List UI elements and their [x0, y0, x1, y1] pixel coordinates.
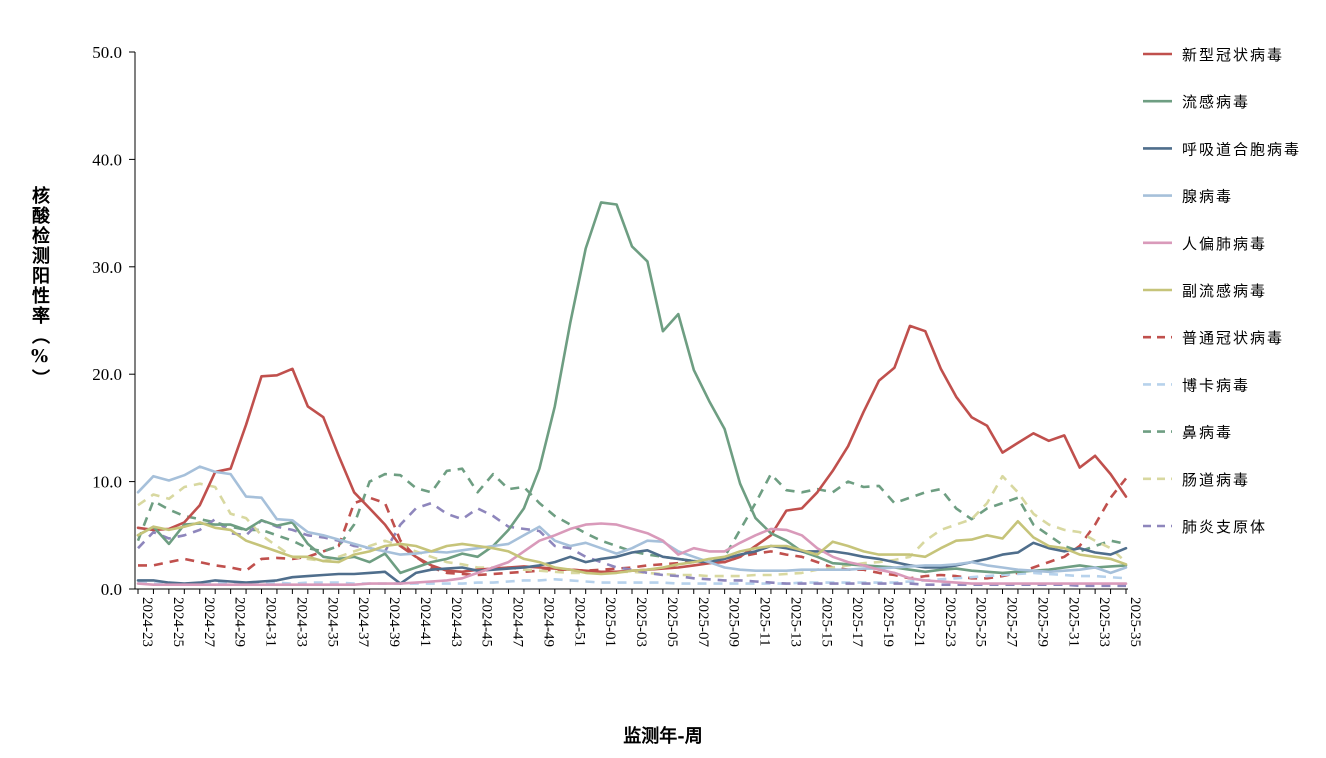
series-line	[136, 201, 1128, 575]
legend-item: 流感病毒	[1143, 93, 1250, 111]
x-tick-label: 2025-23	[942, 597, 958, 647]
x-tick-label: 2025-07	[695, 597, 711, 647]
y-axis: 0.0 10.0 20.0 30.0 40.0 50.0	[92, 43, 136, 599]
x-tick-label: 2025-33	[1096, 597, 1112, 647]
y-tick-label: 0.0	[101, 580, 122, 599]
y-tick-label: 50.0	[92, 43, 122, 62]
x-tick-label: 2024-23	[139, 597, 155, 647]
legend: 新型冠状病毒流感病毒呼吸道合胞病毒腺病毒人偏肺病毒副流感病毒普通冠状病毒博卡病毒…	[1143, 46, 1301, 536]
x-tick-label: 2025-05	[664, 597, 680, 647]
y-tick-label: 10.0	[92, 473, 122, 492]
x-tick-label: 2024-37	[355, 597, 371, 647]
legend-item: 人偏肺病毒	[1143, 235, 1267, 253]
legend-item: 肠道病毒	[1143, 471, 1250, 489]
x-tick-label: 2025-21	[911, 597, 927, 647]
series-line	[136, 519, 1128, 576]
x-tick-label: 2025-03	[633, 597, 649, 647]
x-tick-label: 2025-27	[1004, 597, 1020, 647]
legend-label: 流感病毒	[1182, 93, 1250, 111]
x-tick-label: 2025-29	[1034, 597, 1050, 647]
y-axis-title: 核酸检测阳性率（%）	[29, 186, 50, 389]
legend-item: 博卡病毒	[1143, 376, 1250, 394]
legend-item: 普通冠状病毒	[1143, 329, 1284, 347]
x-tick-label: 2024-35	[324, 597, 340, 647]
x-axis: 2024-23 2024-25 2024-27 2024-29 2024-31 2024-…	[135, 588, 1143, 647]
x-tick-label: 2025-35	[1127, 597, 1143, 647]
legend-label: 肠道病毒	[1182, 471, 1250, 489]
series-line	[136, 324, 1128, 574]
x-axis-title: 监测年-周	[623, 725, 702, 747]
x-tick-label: 2025-17	[849, 597, 865, 647]
x-tick-label: 2025-13	[787, 597, 803, 647]
series-line	[137, 571, 1127, 585]
legend-label: 副流感病毒	[1182, 282, 1267, 300]
legend-item: 新型冠状病毒	[1143, 46, 1284, 64]
legend-item: 副流感病毒	[1143, 282, 1267, 300]
x-tick-label: 2024-41	[417, 597, 433, 647]
series-line	[136, 465, 1128, 575]
legend-item: 呼吸道合胞病毒	[1143, 140, 1301, 158]
legend-label: 呼吸道合胞病毒	[1182, 140, 1301, 158]
x-tick-label: 2025-15	[818, 597, 834, 647]
x-tick-label: 2024-43	[448, 597, 464, 647]
legend-item: 肺炎支原体	[1143, 518, 1267, 536]
x-tick-label: 2024-25	[170, 597, 186, 647]
x-tick-label: 2025-01	[602, 597, 618, 647]
legend-label: 普通冠状病毒	[1182, 329, 1284, 347]
x-tick-label: 2024-49	[540, 597, 556, 647]
x-tick-label: 2025-19	[880, 597, 896, 647]
x-tick-label: 2024-51	[571, 597, 587, 647]
legend-label: 新型冠状病毒	[1182, 46, 1284, 64]
series-line	[136, 522, 1128, 587]
x-tick-label: 2025-11	[757, 597, 773, 646]
x-tick-label: 2024-45	[479, 597, 495, 647]
legend-label: 人偏肺病毒	[1182, 235, 1267, 253]
x-tick-label: 2025-31	[1065, 597, 1081, 647]
legend-item: 鼻病毒	[1143, 424, 1233, 442]
series-line	[137, 474, 1127, 578]
y-tick-label: 20.0	[92, 365, 122, 384]
legend-label: 博卡病毒	[1182, 376, 1250, 394]
x-tick-label: 2025-09	[726, 597, 742, 647]
x-tick-label: 2024-27	[201, 597, 217, 647]
x-tick-label: 2024-31	[263, 597, 279, 647]
x-tick-label: 2024-33	[293, 597, 309, 647]
x-tick-label: 2024-39	[386, 597, 402, 647]
x-tick-label: 2025-25	[973, 597, 989, 647]
legend-label: 鼻病毒	[1182, 424, 1233, 442]
legend-label: 腺病毒	[1182, 188, 1233, 206]
series-line	[136, 467, 1127, 564]
x-tick-label: 2024-29	[232, 597, 248, 647]
series-layer	[136, 201, 1128, 588]
y-tick-label: 30.0	[92, 258, 122, 277]
legend-label: 肺炎支原体	[1182, 518, 1267, 536]
x-tick-label: 2024-47	[510, 597, 526, 647]
series-line	[137, 501, 1126, 588]
y-tick-label: 40.0	[92, 150, 122, 169]
legend-item: 腺病毒	[1143, 188, 1233, 206]
